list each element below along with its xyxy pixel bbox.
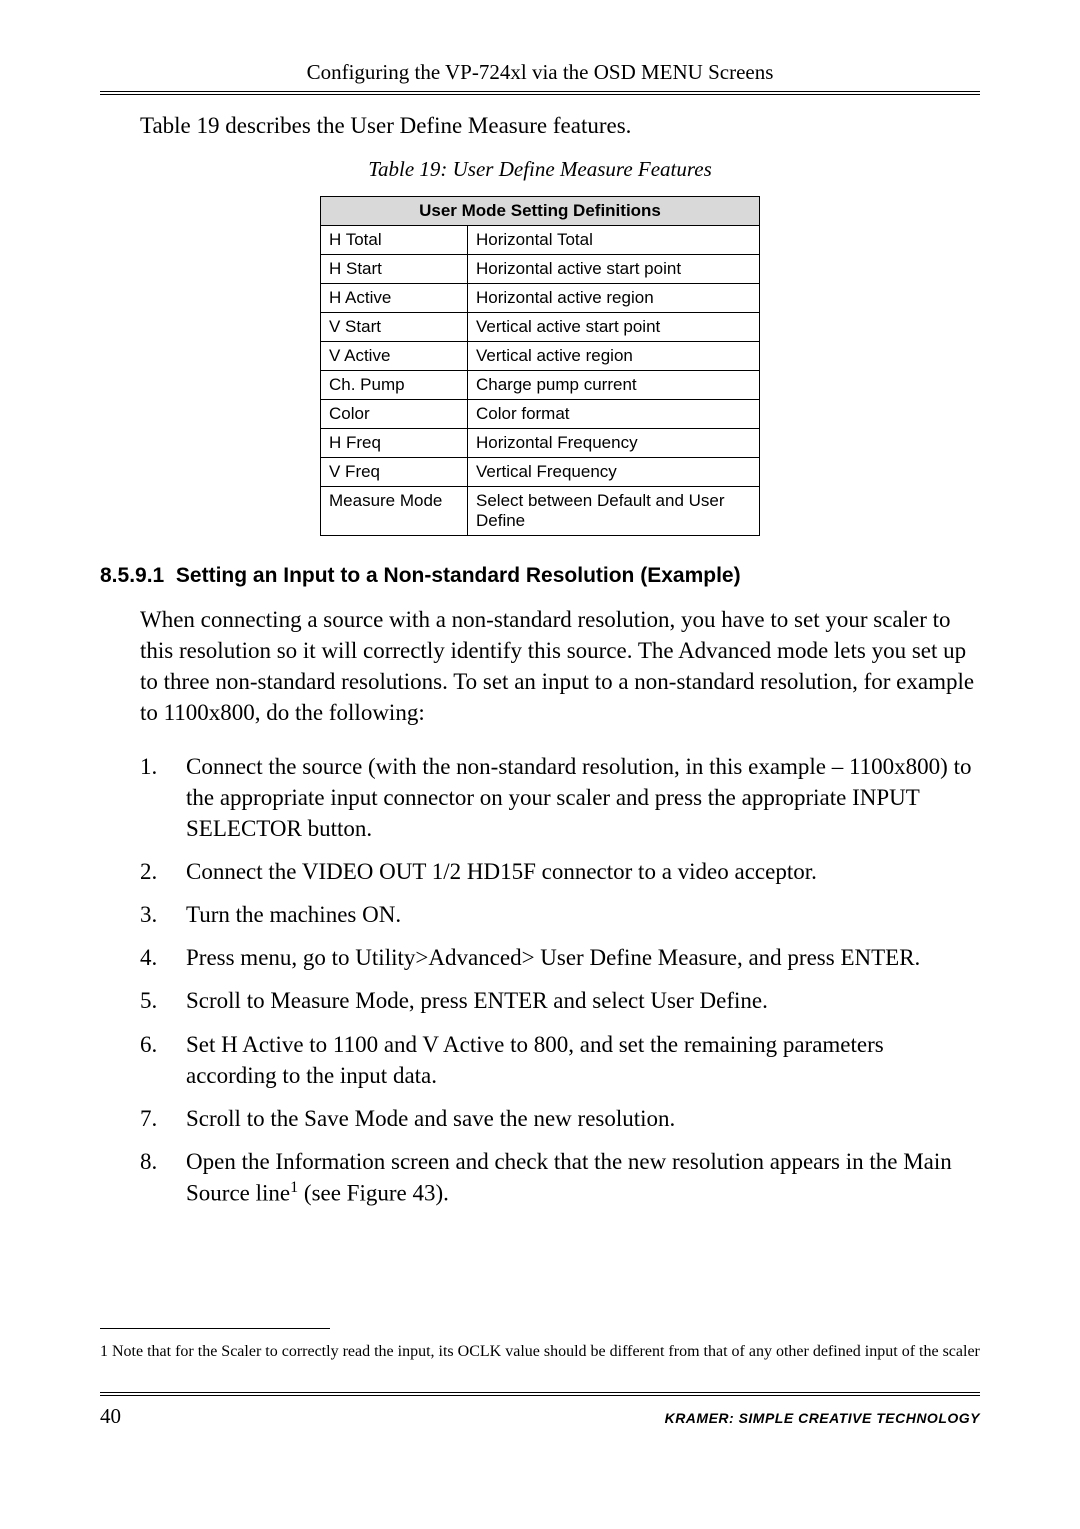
table-row: V FreqVertical Frequency <box>321 458 760 487</box>
footnote-text: Note that for the Scaler to correctly re… <box>112 1343 980 1360</box>
definition: Color format <box>468 400 760 429</box>
term: V Freq <box>321 458 468 487</box>
definition: Vertical active start point <box>468 313 760 342</box>
footnote: 1 Note that for the Scaler to correctly … <box>100 1337 980 1367</box>
step-number: 3. <box>140 899 186 930</box>
intro-text: Table 19 describes the User Define Measu… <box>140 113 980 139</box>
step-text: Open the Information screen and check th… <box>186 1146 980 1209</box>
step-number: 8. <box>140 1146 186 1209</box>
step-number: 1. <box>140 751 186 844</box>
definition: Horizontal active region <box>468 284 760 313</box>
list-item: 7.Scroll to the Save Mode and save the n… <box>140 1103 980 1134</box>
section-title: Setting an Input to a Non-standard Resol… <box>176 564 741 587</box>
table-row: H FreqHorizontal Frequency <box>321 429 760 458</box>
term: H Total <box>321 226 468 255</box>
step-text: Scroll to Measure Mode, press ENTER and … <box>186 985 980 1016</box>
footer-rule <box>100 1392 980 1393</box>
step-number: 2. <box>140 856 186 887</box>
body-paragraph: When connecting a source with a non-stan… <box>140 604 980 728</box>
list-item: 8. Open the Information screen and check… <box>140 1146 980 1209</box>
section-number: 8.5.9.1 <box>100 564 164 587</box>
step-text: Connect the source (with the non-standar… <box>186 751 980 844</box>
term: H Freq <box>321 429 468 458</box>
definition: Horizontal active start point <box>468 255 760 284</box>
table-header: User Mode Setting Definitions <box>321 197 760 226</box>
table-caption: Table 19: User Define Measure Features <box>100 157 980 182</box>
page-footer: 40 KRAMER: SIMPLE CREATIVE TECHNOLOGY <box>100 1404 980 1429</box>
section-heading: 8.5.9.1 Setting an Input to a Non-standa… <box>100 564 980 588</box>
term: V Active <box>321 342 468 371</box>
term: Ch. Pump <box>321 371 468 400</box>
step-text: Turn the machines ON. <box>186 899 980 930</box>
page: Configuring the VP-724xl via the OSD MEN… <box>0 0 1080 1479</box>
table-row: H StartHorizontal active start point <box>321 255 760 284</box>
step-text: Connect the VIDEO OUT 1/2 HD15F connecto… <box>186 856 980 887</box>
footnote-marker: 1 <box>100 1343 108 1360</box>
definition: Vertical active region <box>468 342 760 371</box>
term: H Active <box>321 284 468 313</box>
definition: Horizontal Frequency <box>468 429 760 458</box>
list-item: 2.Connect the VIDEO OUT 1/2 HD15F connec… <box>140 856 980 887</box>
list-item: 6.Set H Active to 1100 and V Active to 8… <box>140 1029 980 1091</box>
page-header: Configuring the VP-724xl via the OSD MEN… <box>100 60 980 92</box>
table-row: Ch. PumpCharge pump current <box>321 371 760 400</box>
list-item: 5.Scroll to Measure Mode, press ENTER an… <box>140 985 980 1016</box>
table-row: ColorColor format <box>321 400 760 429</box>
term: Color <box>321 400 468 429</box>
definition: Charge pump current <box>468 371 760 400</box>
term: V Start <box>321 313 468 342</box>
step-number: 7. <box>140 1103 186 1134</box>
list-item: 4.Press menu, go to Utility>Advanced> Us… <box>140 942 980 973</box>
step-text: Press menu, go to Utility>Advanced> User… <box>186 942 980 973</box>
step8-post: (see Figure 43). <box>298 1180 449 1205</box>
table-row: H TotalHorizontal Total <box>321 226 760 255</box>
table-row: V ActiveVertical active region <box>321 342 760 371</box>
table-row: V StartVertical active start point <box>321 313 760 342</box>
list-item: 3.Turn the machines ON. <box>140 899 980 930</box>
definition: Select between Default and User Define <box>468 487 760 536</box>
steps-list: 1.Connect the source (with the non-stand… <box>140 751 980 1208</box>
footnote-rule <box>100 1328 330 1329</box>
footer-brand: KRAMER: SIMPLE CREATIVE TECHNOLOGY <box>665 1410 980 1426</box>
step-number: 5. <box>140 985 186 1016</box>
page-number: 40 <box>100 1404 121 1429</box>
footer-rule <box>100 1395 980 1396</box>
step-number: 4. <box>140 942 186 973</box>
table-row: H ActiveHorizontal active region <box>321 284 760 313</box>
definition: Horizontal Total <box>468 226 760 255</box>
footnote-ref: 1 <box>290 1179 298 1196</box>
step-text: Scroll to the Save Mode and save the new… <box>186 1103 980 1134</box>
header-rule <box>100 94 980 95</box>
step-text: Set H Active to 1100 and V Active to 800… <box>186 1029 980 1091</box>
term: H Start <box>321 255 468 284</box>
step-number: 6. <box>140 1029 186 1091</box>
list-item: 1.Connect the source (with the non-stand… <box>140 751 980 844</box>
definitions-table: User Mode Setting Definitions H TotalHor… <box>320 196 760 536</box>
term: Measure Mode <box>321 487 468 536</box>
table-row: Measure ModeSelect between Default and U… <box>321 487 760 536</box>
definition: Vertical Frequency <box>468 458 760 487</box>
